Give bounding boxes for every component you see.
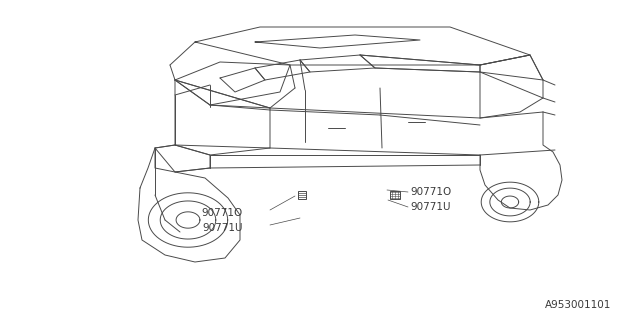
Text: 90771O: 90771O	[410, 187, 451, 197]
Text: 90771U: 90771U	[410, 202, 451, 212]
Text: 90771U: 90771U	[202, 223, 243, 233]
Text: A953001101: A953001101	[545, 300, 611, 310]
Text: 90771O: 90771O	[202, 208, 243, 218]
Bar	[298, 191, 306, 198]
Bar	[390, 190, 400, 199]
